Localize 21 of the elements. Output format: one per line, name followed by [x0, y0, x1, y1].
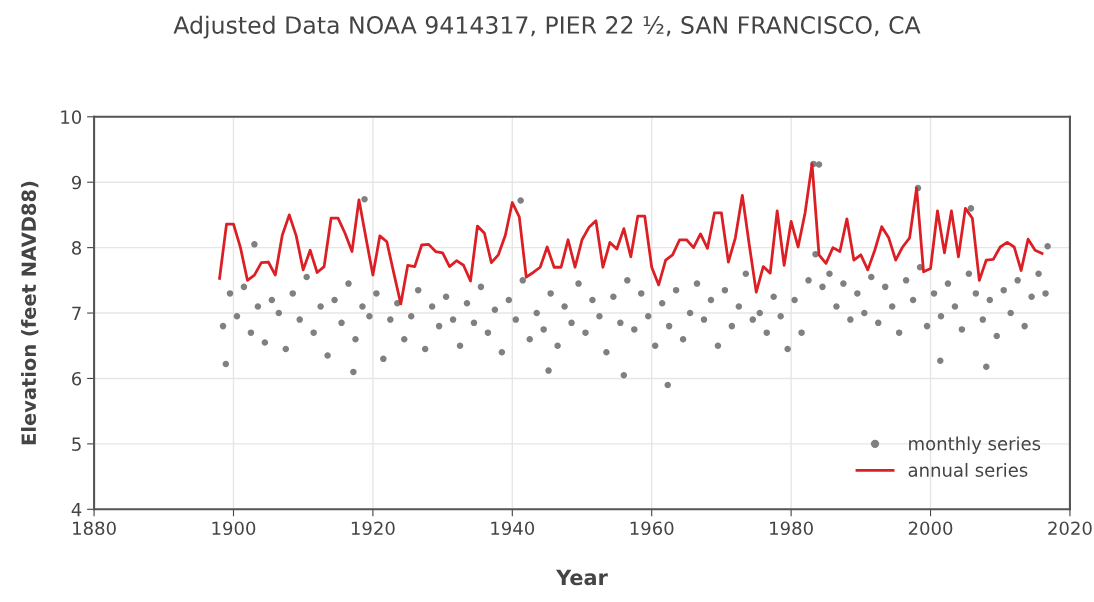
y-tick-label: 8	[72, 241, 82, 255]
line-series	[218, 162, 1044, 306]
y-tick-label: 4	[71, 502, 82, 517]
x-axis-title: Year	[555, 569, 608, 586]
x-tick-label: 1960	[630, 521, 674, 536]
chart-title: Adjusted Data NOAA 9414317, PIER 22 ½, SAN FRANCISCO, CA	[173, 15, 921, 39]
x-tick-label: 1880	[73, 521, 116, 536]
y-tick-label: 10	[61, 110, 82, 124]
y-tick-label: 6	[72, 371, 82, 386]
y-tick-label: 7	[72, 306, 81, 320]
y-tick-label: 5	[72, 437, 81, 451]
legend-label: monthly series	[909, 436, 1041, 454]
x-tick-label: 2000	[908, 521, 953, 536]
y-axis-title: Elevation (feet NAVD88)	[21, 181, 39, 445]
x-tick-label: 1900	[212, 521, 256, 536]
x-tick-label: 1940	[491, 521, 535, 536]
x-tick-label: 2020	[1048, 521, 1092, 536]
x-tick-label: 1920	[351, 521, 395, 536]
legend-label: annual series	[908, 462, 1028, 477]
x-tick-label: 1980	[770, 521, 813, 536]
y-tick-label: 9	[71, 175, 82, 190]
